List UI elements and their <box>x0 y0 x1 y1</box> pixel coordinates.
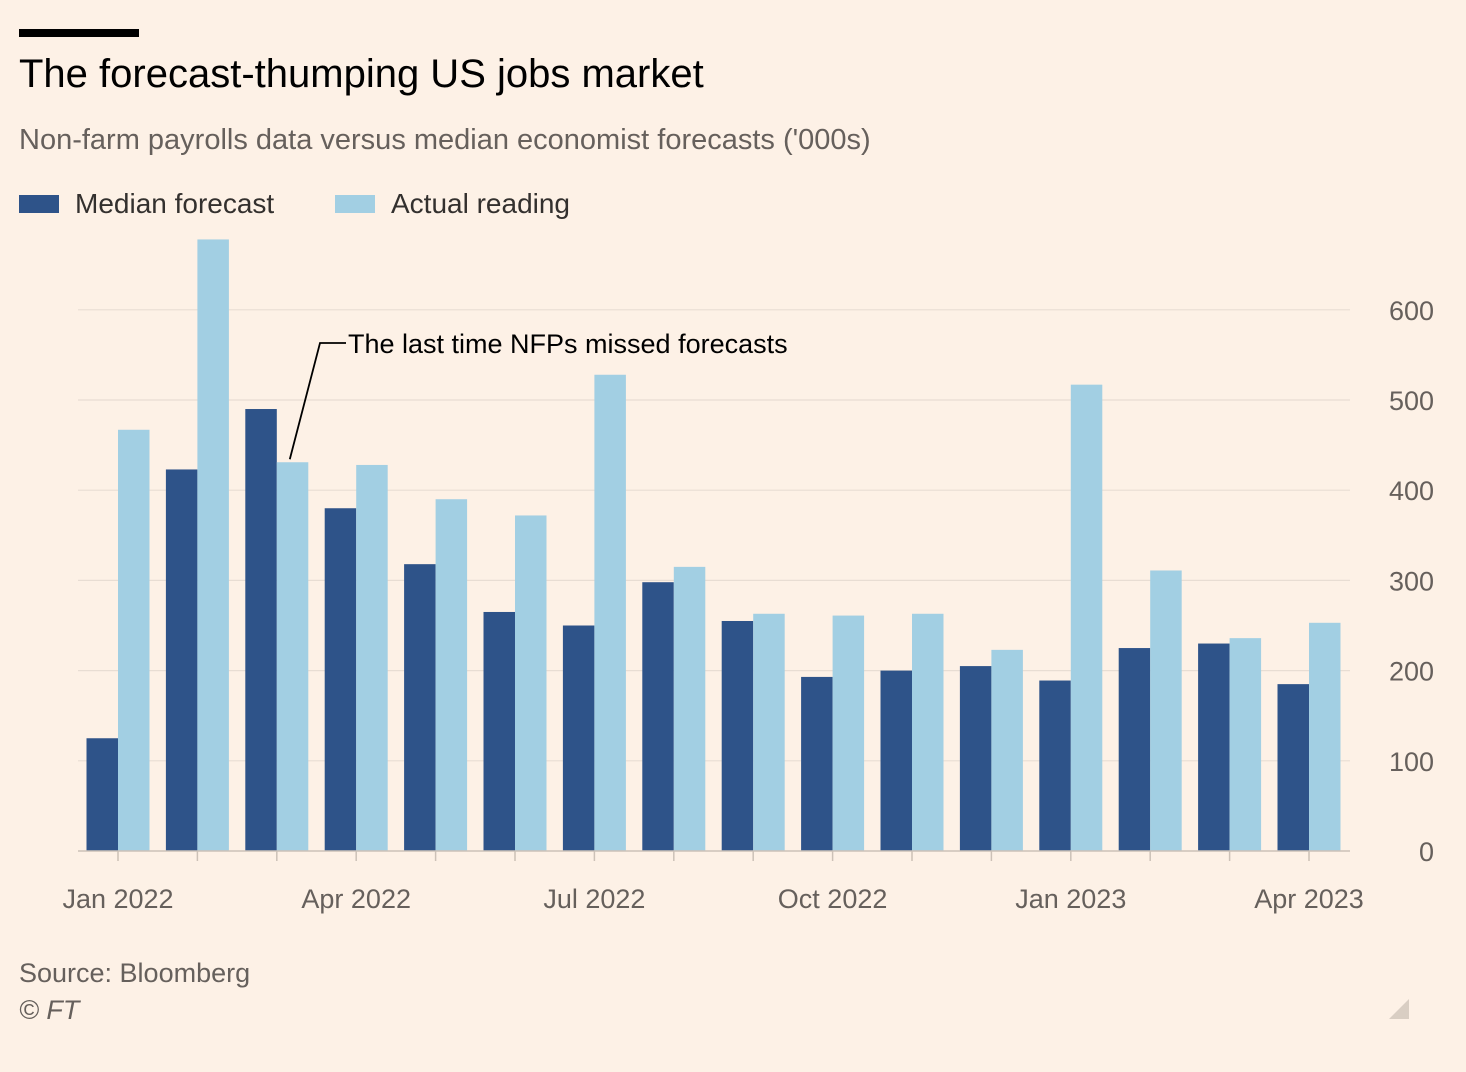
bar-median-forecast-feb-2023 <box>1118 648 1151 851</box>
bar-median-forecast-aug-2022 <box>642 582 674 851</box>
y-tick-label-400: 400 <box>1389 476 1434 506</box>
bar-chart: 0 100 200 300 400 500 600 Jan 2022 Apr 2022 Jul 2… <box>62 239 1434 914</box>
bar-median-forecast-may-2022 <box>404 564 436 851</box>
bar-actual-reading-apr-2022 <box>356 464 388 851</box>
bar-median-forecast-feb-2022 <box>165 469 198 851</box>
annotation-leader-line <box>288 342 346 460</box>
legend-swatch-median-forecast <box>19 195 59 213</box>
y-tick-label-200: 200 <box>1389 657 1434 687</box>
bar-actual-reading-dec-2022 <box>991 649 1023 851</box>
bar-actual-reading-jul-2022 <box>594 374 626 851</box>
bar-median-forecast-oct-2022 <box>801 676 833 851</box>
bar-actual-reading-nov-2022 <box>912 613 944 851</box>
copyright-note: © FT <box>19 995 80 1025</box>
bar-median-forecast-jul-2022 <box>562 625 595 851</box>
annotation-text: The last time NFPs missed forecasts <box>348 329 788 359</box>
bar-median-forecast-jan-2023 <box>1039 680 1071 851</box>
y-tick-label-300: 300 <box>1389 566 1434 596</box>
bar-actual-reading-feb-2023 <box>1150 570 1182 851</box>
legend-label-actual-reading: Actual reading <box>391 188 571 219</box>
legend-label-median-forecast: Median forecast <box>75 188 275 219</box>
bar-actual-reading-sep-2022 <box>753 613 785 851</box>
corner-resize-icon <box>1389 999 1409 1019</box>
bar-actual-reading-aug-2022 <box>673 566 706 851</box>
bar-actual-reading-mar-2023 <box>1229 638 1262 851</box>
bar-median-forecast-jun-2022 <box>483 611 515 851</box>
bar-median-forecast-mar-2022 <box>245 409 277 851</box>
y-tick-label-0: 0 <box>1419 837 1434 867</box>
legend-swatch-actual-reading <box>335 195 375 213</box>
bar-actual-reading-apr-2023 <box>1309 622 1341 851</box>
x-tick-label-apr-2023: Apr 2023 <box>1254 884 1364 914</box>
y-tick-label-600: 600 <box>1389 296 1434 326</box>
bar-median-forecast-dec-2022 <box>959 666 992 851</box>
y-tick-label-100: 100 <box>1389 747 1434 777</box>
chart-subtitle: Non-farm payrolls data versus median eco… <box>19 124 871 156</box>
x-tick-label-jul-2022: Jul 2022 <box>543 884 645 914</box>
bar-median-forecast-mar-2023 <box>1198 643 1230 851</box>
bar-actual-reading-may-2022 <box>435 499 468 851</box>
x-tick-label-apr-2022: Apr 2022 <box>301 884 411 914</box>
bar-median-forecast-apr-2023 <box>1277 684 1309 851</box>
x-tick-label-jan-2023: Jan 2023 <box>1015 884 1126 914</box>
bar-actual-reading-mar-2022 <box>276 462 309 851</box>
x-tick-label-oct-2022: Oct 2022 <box>778 884 888 914</box>
source-note: Source: Bloomberg <box>19 958 251 988</box>
bar-median-forecast-jan-2022 <box>86 738 118 851</box>
x-tick-label-jan-2022: Jan 2022 <box>62 884 173 914</box>
chart-title: The forecast-thumping US jobs market <box>19 52 704 96</box>
top-rule <box>19 29 139 37</box>
bar-actual-reading-oct-2022 <box>832 615 865 851</box>
y-tick-label-500: 500 <box>1389 386 1434 416</box>
bar-actual-reading-jan-2023 <box>1070 384 1103 851</box>
bar-actual-reading-feb-2022 <box>197 239 229 852</box>
bar-actual-reading-jan-2022 <box>118 429 150 851</box>
bar-median-forecast-apr-2022 <box>324 508 357 851</box>
bar-median-forecast-sep-2022 <box>721 620 754 851</box>
bar-actual-reading-jun-2022 <box>515 515 547 851</box>
bar-median-forecast-nov-2022 <box>880 670 912 851</box>
